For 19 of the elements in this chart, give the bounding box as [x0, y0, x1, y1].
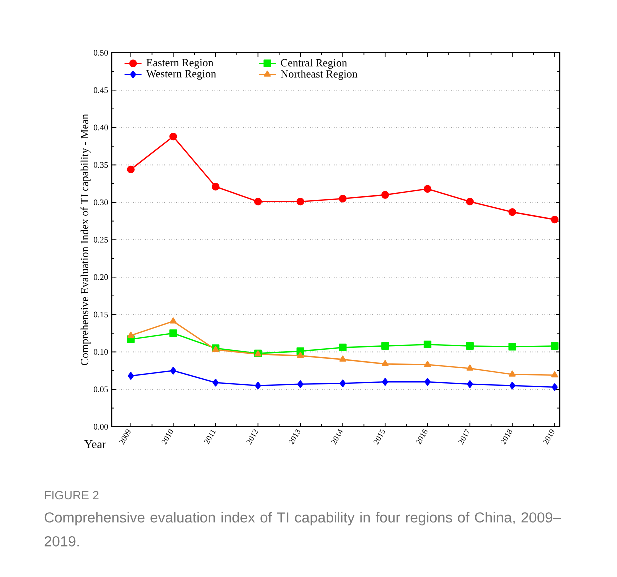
- text: Comprehensive evaluation index of TI capability in four regions of China, 2009–2019.: [44, 512, 562, 547]
- legend-label: Central Region: [281, 59, 348, 70]
- y-axis-title: Comprehensive Evaluation Index of TI capability - Mean: [80, 114, 91, 366]
- y-tick-label: 0.00: [94, 424, 108, 430]
- legend-label: Northeast Region: [281, 70, 358, 80]
- y-tick-label: 0.40: [94, 124, 108, 131]
- legend-label: Western Region: [146, 70, 216, 80]
- y-tick-label: 0.30: [94, 200, 108, 206]
- y-tick-label: 0.45: [94, 88, 108, 94]
- y-tick-label: 0.50: [94, 50, 108, 56]
- y-tick-label: 0.35: [94, 162, 108, 168]
- caption: FIGURE 2: [45, 491, 99, 500]
- y-tick-label: 0.25: [94, 237, 108, 243]
- legend-label: Eastern Region: [146, 59, 214, 69]
- y-tick-label: 0.05: [94, 386, 108, 392]
- x-axis-title: Year: [84, 440, 106, 448]
- y-tick-label: 0.10: [94, 349, 108, 356]
- y-tick-label: 0.20: [94, 274, 108, 280]
- y-tick-label: 0.15: [94, 312, 108, 318]
